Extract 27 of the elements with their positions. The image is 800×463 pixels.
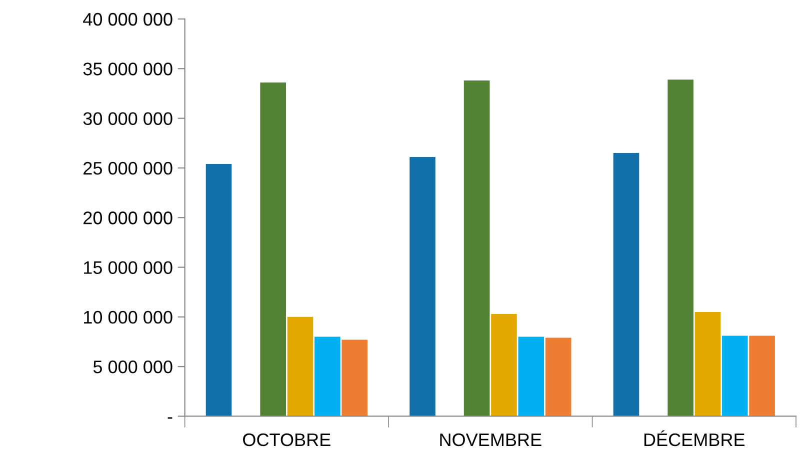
y-tick-label: 15 000 000 <box>84 261 172 274</box>
bar <box>464 80 490 416</box>
y-tick-label: 25 000 000 <box>84 162 172 175</box>
y-tick-label: 5 000 000 <box>93 360 172 374</box>
bar <box>545 338 572 416</box>
bar <box>314 336 340 416</box>
bar <box>410 157 436 416</box>
bar <box>668 80 694 416</box>
x-tick-label: DÉCEMBRE <box>644 430 745 446</box>
bar <box>518 336 544 416</box>
y-tick-label: 10 000 000 <box>84 310 172 324</box>
y-tick-label: - <box>168 417 172 419</box>
bar <box>206 164 232 416</box>
bar <box>694 312 721 416</box>
bar <box>613 153 640 416</box>
x-tick-label: NOVEMBRE <box>440 433 542 446</box>
bar <box>260 82 286 416</box>
bar <box>342 340 368 416</box>
x-tick-label: OCTOBRE <box>243 433 330 446</box>
bar <box>722 336 748 416</box>
bar <box>287 316 314 416</box>
y-tick-label: 20 000 000 <box>84 212 172 224</box>
bar <box>749 336 775 416</box>
y-tick-label: 30 000 000 <box>83 112 172 126</box>
y-tick-label: 35 000 000 <box>83 62 172 76</box>
bar <box>491 314 517 416</box>
y-tick-label: 40 000 000 <box>83 12 172 26</box>
